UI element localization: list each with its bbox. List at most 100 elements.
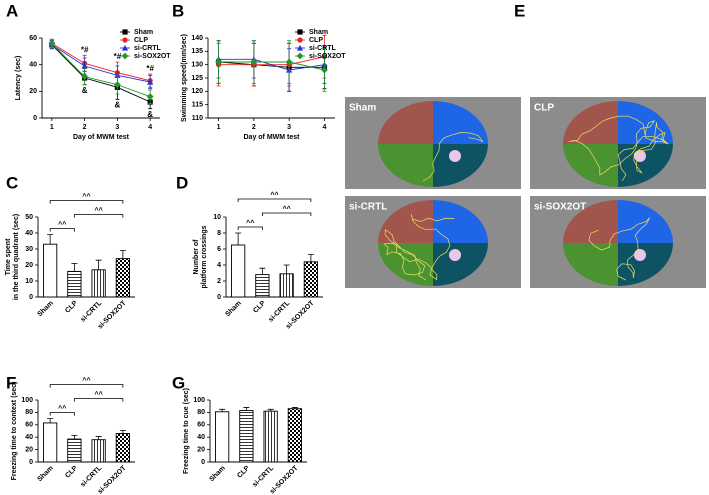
- bracket: [49, 384, 124, 388]
- platform: [634, 249, 646, 261]
- y-axis-label: platform crossings: [201, 225, 208, 288]
- y-tick-label: 20: [29, 88, 37, 95]
- significance-label: ^^: [95, 390, 103, 398]
- significance-label: ^^: [283, 205, 291, 213]
- legend-label: si-SOX2OT: [134, 53, 171, 60]
- y-axis-label: Latency (sec): [15, 56, 22, 101]
- bar: [67, 438, 82, 463]
- y-tick-label: 100: [193, 397, 205, 404]
- error-bar: [307, 254, 314, 262]
- annotation: *#: [81, 45, 89, 54]
- x-tick-label: Sham: [36, 465, 54, 483]
- bar: [215, 411, 230, 463]
- y-axis-label: Swimming speed(mm/sec): [181, 34, 188, 122]
- series-line: [51, 44, 151, 103]
- legend-marker: [297, 37, 303, 43]
- quadrant: [563, 200, 618, 243]
- y-tick-label: 60: [29, 35, 37, 42]
- quadrant: [563, 243, 618, 286]
- y-tick-label: 80: [25, 409, 33, 416]
- error-bar: [119, 250, 126, 259]
- marker: [48, 39, 56, 47]
- y-tick-label: 0: [33, 115, 37, 122]
- track-title: si-CRTL: [349, 202, 387, 213]
- y-axis-label: Freezing time to cue (sec): [183, 388, 190, 474]
- error-bar: [95, 436, 102, 440]
- legend-marker: [122, 37, 128, 43]
- quadrant: [433, 200, 488, 243]
- panel-label: F: [6, 373, 16, 392]
- error-bar: [95, 259, 102, 270]
- swim-path: [422, 132, 484, 182]
- error-bar: [71, 434, 78, 440]
- bar: [91, 269, 106, 298]
- panel-label: G: [172, 373, 185, 392]
- y-tick-label: 110: [192, 115, 203, 122]
- y-tick-label: 2: [217, 278, 221, 285]
- y-tick-label: 40: [25, 434, 33, 441]
- legend-label: CLP: [309, 37, 323, 44]
- y-axis-label: Time spent: [5, 238, 12, 275]
- significance-label: ^^: [58, 220, 66, 228]
- x-tick-label: 2: [252, 124, 256, 131]
- x-tick-label: Sham: [224, 300, 242, 318]
- panel-label: E: [514, 1, 525, 20]
- x-tick-label: si-CRTL: [251, 464, 275, 488]
- y-tick-label: 140: [191, 35, 203, 42]
- bracket: [49, 412, 75, 416]
- legend-label: si-CRTL: [134, 45, 162, 52]
- quadrant: [433, 243, 488, 286]
- x-tick-label: 2: [83, 124, 87, 131]
- legend-marker: [296, 52, 304, 60]
- y-tick-label: 40: [25, 230, 33, 237]
- y-tick-label: 40: [197, 434, 205, 441]
- bar: [91, 439, 106, 463]
- bar: [115, 433, 130, 463]
- bar: [263, 410, 278, 463]
- annotation: &: [147, 110, 153, 119]
- annotation: *#: [114, 52, 122, 61]
- marker: [81, 73, 89, 81]
- x-tick-label: si-CRTL: [79, 299, 103, 323]
- legend-label: Sham: [134, 29, 153, 36]
- y-tick-label: 10: [213, 214, 221, 221]
- error-bar: [47, 234, 54, 245]
- legend-label: CLP: [134, 37, 148, 44]
- x-tick-label: CLP: [64, 465, 79, 480]
- x-tick-label: 4: [148, 124, 152, 131]
- y-tick-label: 115: [192, 102, 203, 109]
- x-tick-label: 4: [322, 124, 326, 131]
- y-tick-label: 120: [191, 88, 203, 95]
- bracket: [261, 212, 312, 216]
- y-tick-label: 0: [29, 294, 33, 301]
- bracket: [49, 200, 124, 204]
- swim-path: [568, 115, 669, 182]
- y-tick-label: 125: [191, 75, 203, 82]
- y-tick-label: 6: [217, 246, 221, 253]
- y-tick-label: 135: [191, 48, 203, 55]
- marker: [147, 78, 154, 85]
- x-tick-label: CLP: [64, 300, 79, 315]
- significance-label: ^^: [82, 192, 90, 200]
- significance-label: ^^: [95, 206, 103, 214]
- quadrant: [378, 101, 433, 144]
- annotation: &: [114, 100, 120, 109]
- y-axis-label: in the third quadrant (sec): [13, 214, 20, 300]
- y-tick-label: 100: [21, 397, 33, 404]
- significance-label: ^^: [82, 376, 90, 384]
- bar: [239, 410, 254, 463]
- error-bar: [235, 232, 242, 245]
- x-axis-label: Day of MWM test: [244, 134, 301, 141]
- error-bar: [119, 429, 126, 434]
- legend-label: si-SOX2OT: [309, 53, 346, 60]
- bar: [287, 408, 302, 463]
- quadrant: [563, 101, 618, 144]
- bracket: [237, 226, 263, 230]
- error-bar: [47, 418, 54, 423]
- bracket: [49, 228, 75, 232]
- error-bar: [243, 407, 250, 411]
- y-tick-label: 4: [217, 262, 221, 269]
- series-line: [51, 44, 151, 83]
- y-tick-label: 0: [217, 294, 221, 301]
- bracket: [73, 398, 124, 402]
